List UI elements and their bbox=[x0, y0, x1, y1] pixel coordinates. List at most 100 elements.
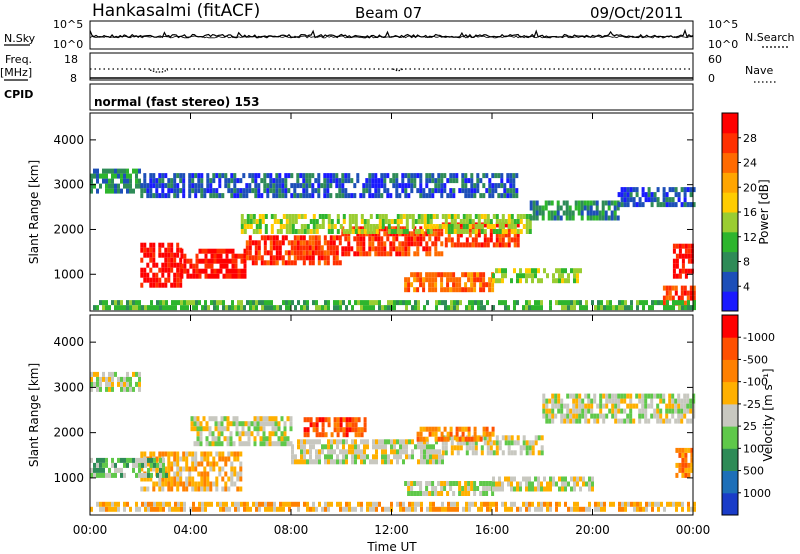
data-cell bbox=[525, 450, 529, 456]
data-cell bbox=[483, 222, 487, 228]
data-cell bbox=[254, 193, 258, 199]
data-cell bbox=[422, 282, 426, 288]
data-cell bbox=[218, 193, 222, 199]
data-cell bbox=[360, 214, 364, 219]
data-cell bbox=[495, 268, 498, 274]
data-cell bbox=[303, 300, 306, 306]
data-cell bbox=[492, 305, 495, 311]
data-cell bbox=[558, 273, 561, 279]
data-cell bbox=[579, 476, 582, 482]
data-cell bbox=[254, 260, 258, 266]
data-cell bbox=[102, 501, 105, 507]
data-cell bbox=[188, 451, 192, 457]
data-cell bbox=[498, 445, 502, 451]
data-cell bbox=[280, 416, 284, 422]
data-cell bbox=[551, 408, 555, 414]
data-cell bbox=[567, 506, 570, 512]
data-cell bbox=[681, 305, 684, 311]
data-cell bbox=[339, 449, 342, 455]
data-cell bbox=[315, 219, 319, 224]
data-cell bbox=[384, 214, 388, 219]
data-cell bbox=[583, 200, 587, 206]
data-cell bbox=[219, 501, 222, 507]
data-cell bbox=[617, 398, 621, 404]
data-cell bbox=[276, 229, 280, 234]
data-cell bbox=[369, 214, 373, 219]
data-cell bbox=[565, 215, 569, 221]
data-cell bbox=[360, 454, 363, 460]
colorbar-tick-label: 100 bbox=[743, 442, 764, 455]
colorbar-tick-label: -1000 bbox=[743, 331, 775, 344]
data-cell bbox=[522, 476, 525, 482]
data-cell bbox=[576, 476, 579, 482]
data-cell bbox=[149, 466, 153, 472]
data-cell bbox=[541, 210, 545, 216]
data-cell bbox=[264, 300, 267, 306]
data-cell bbox=[450, 435, 454, 441]
data-cell bbox=[173, 481, 177, 487]
data-cell bbox=[271, 441, 275, 447]
data-cell bbox=[231, 273, 235, 279]
data-cell bbox=[348, 422, 352, 428]
data-cell bbox=[176, 242, 180, 248]
data-cell bbox=[599, 393, 603, 399]
data-cell bbox=[179, 257, 183, 263]
data-cell bbox=[238, 421, 242, 427]
power-ylabel: Slant Range [km] bbox=[27, 160, 41, 264]
data-cell bbox=[558, 476, 561, 482]
data-cell bbox=[371, 241, 375, 247]
data-cell bbox=[173, 456, 177, 462]
data-cell bbox=[559, 205, 563, 211]
data-cell bbox=[314, 188, 318, 194]
nsky-label: N.Sky bbox=[4, 32, 36, 45]
data-cell bbox=[668, 403, 672, 409]
data-cell bbox=[656, 187, 660, 193]
data-cell bbox=[378, 501, 381, 507]
data-cell bbox=[461, 436, 465, 442]
data-cell bbox=[360, 427, 364, 433]
data-cell bbox=[173, 461, 177, 467]
data-cell bbox=[456, 440, 460, 446]
data-cell bbox=[296, 255, 300, 261]
data-cell bbox=[450, 224, 454, 229]
data-cell bbox=[561, 300, 564, 306]
data-cell bbox=[335, 245, 339, 251]
data-cell bbox=[513, 219, 517, 224]
data-cell bbox=[262, 421, 266, 427]
data-cell bbox=[275, 193, 279, 199]
data-cell bbox=[531, 440, 535, 446]
data-cell bbox=[447, 214, 451, 219]
data-cell bbox=[402, 449, 405, 455]
data-cell bbox=[222, 300, 225, 306]
data-cell bbox=[236, 486, 240, 492]
data-cell bbox=[374, 173, 378, 179]
data-cell bbox=[176, 456, 180, 462]
data-cell bbox=[440, 251, 444, 257]
data-cell bbox=[531, 501, 534, 507]
data-cell bbox=[138, 376, 141, 382]
data-cell bbox=[687, 305, 690, 311]
data-cell bbox=[191, 466, 195, 472]
data-cell bbox=[167, 486, 171, 492]
data-cell bbox=[417, 459, 420, 465]
data-cell bbox=[456, 232, 460, 238]
data-cell bbox=[167, 277, 171, 283]
data-cell bbox=[464, 193, 468, 199]
data-cell bbox=[215, 188, 219, 194]
data-cell bbox=[170, 282, 174, 288]
data-cell bbox=[501, 224, 505, 229]
data-cell bbox=[339, 300, 342, 306]
data-cell bbox=[435, 439, 438, 445]
data-cell bbox=[202, 416, 206, 422]
data-cell bbox=[188, 188, 192, 194]
data-cell bbox=[284, 235, 288, 241]
data-cell bbox=[489, 227, 493, 233]
data-cell bbox=[176, 247, 180, 253]
data-cell bbox=[204, 300, 207, 306]
data-cell bbox=[123, 506, 126, 512]
data-cell bbox=[372, 439, 375, 445]
data-cell bbox=[341, 173, 345, 179]
data-cell bbox=[588, 486, 591, 492]
data-cell bbox=[236, 178, 240, 184]
data-cell bbox=[348, 219, 352, 224]
